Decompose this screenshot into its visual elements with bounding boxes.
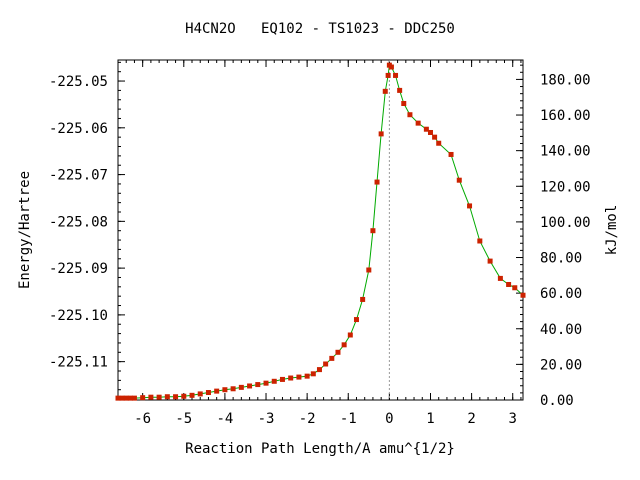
data-point	[374, 179, 380, 185]
chart-title: H4CN2O EQ102 - TS1023 - DDC250	[185, 21, 455, 37]
x-tick-label: 0	[385, 411, 393, 427]
data-point	[366, 267, 372, 273]
plot-frame	[117, 59, 524, 401]
data-point	[173, 394, 179, 400]
data-point	[370, 228, 376, 234]
data-point	[423, 126, 429, 132]
y-right-tick-label: 80.00	[540, 251, 582, 267]
data-point	[388, 64, 394, 70]
data-point	[304, 373, 310, 379]
data-point	[347, 332, 353, 338]
y-left-tick-label: -225.08	[49, 214, 108, 230]
data-point	[247, 383, 253, 389]
data-point	[378, 131, 384, 137]
data-point	[189, 392, 195, 398]
data-point	[427, 129, 433, 135]
data-point	[360, 296, 366, 302]
data-point	[123, 395, 129, 401]
y-right-tick-label: 100.00	[540, 215, 591, 231]
x-tick-label: -5	[175, 411, 192, 427]
data-point	[115, 395, 121, 401]
x-tick-label: -1	[340, 411, 357, 427]
data-point	[506, 281, 512, 287]
data-point	[238, 384, 244, 390]
y-axis-label-right: kJ/mol	[604, 205, 620, 256]
data-point	[393, 72, 399, 78]
data-point	[467, 203, 473, 209]
data-point	[415, 120, 421, 126]
y-left-tick-label: -225.11	[49, 355, 108, 371]
data-point	[131, 395, 137, 401]
data-point	[448, 151, 454, 157]
data-point	[335, 349, 341, 355]
data-point	[156, 394, 162, 400]
data-point	[456, 177, 462, 183]
x-tick-label: 3	[509, 411, 517, 427]
data-point	[205, 390, 211, 396]
data-point	[353, 317, 359, 323]
y-left-tick-label: -225.07	[49, 168, 108, 184]
data-point	[520, 292, 526, 298]
y-left-tick-label: -225.05	[49, 74, 108, 90]
y-left-tick-label: -225.10	[49, 308, 108, 324]
data-point	[148, 394, 154, 400]
data-point	[512, 285, 518, 291]
data-point	[487, 258, 493, 264]
y-left-tick-label: -225.09	[49, 261, 108, 277]
data-point	[401, 100, 407, 106]
data-point	[255, 382, 261, 388]
y-right-tick-label: 120.00	[540, 179, 591, 195]
y-right-tick-label: 0.00	[540, 393, 574, 409]
data-point	[316, 367, 322, 373]
data-point	[310, 371, 316, 377]
x-tick-label: -2	[299, 411, 316, 427]
data-point	[140, 395, 146, 401]
data-point	[181, 393, 187, 399]
x-tick-label: -4	[216, 411, 233, 427]
y-right-tick-label: 40.00	[540, 322, 582, 338]
data-point	[329, 355, 335, 361]
data-point	[222, 387, 228, 393]
data-point	[197, 391, 203, 397]
y-left-tick-label: -225.06	[49, 121, 108, 137]
data-point	[279, 376, 285, 382]
y-right-tick-label: 140.00	[540, 144, 591, 160]
y-right-tick-label: 180.00	[540, 72, 591, 88]
chart-marks: -6 -5 -4 -3 -2 -1 0 1 2 3 -225.05 -225.06 -225.07 -22…	[49, 60, 591, 427]
data-point	[436, 140, 442, 146]
x-tick-label: 1	[426, 411, 434, 427]
data-point	[127, 395, 133, 401]
x-axis-label: Reaction Path Length/A amu^{1/2}	[185, 441, 455, 457]
x-tick-label: -3	[258, 411, 275, 427]
data-point	[230, 386, 236, 392]
y-right-tick-label: 60.00	[540, 286, 582, 302]
data-point	[263, 380, 269, 386]
data-point	[477, 238, 483, 244]
data-point	[382, 88, 388, 94]
y-axis-label-left: Energy/Hartree	[17, 171, 33, 289]
data-point	[296, 374, 302, 380]
data-point	[214, 388, 220, 394]
data-point	[497, 275, 503, 281]
x-tick-label: -6	[134, 411, 151, 427]
x-tick-label: 2	[467, 411, 475, 427]
energy-line	[118, 64, 524, 399]
y-right-tick-label: 20.00	[540, 357, 582, 373]
data-point	[288, 375, 294, 381]
data-point	[385, 72, 391, 78]
y-right-tick-label: 160.00	[540, 108, 591, 124]
data-point	[164, 394, 170, 400]
data-point	[323, 361, 329, 367]
data-point	[407, 112, 413, 118]
data-point	[119, 395, 125, 401]
data-point	[397, 87, 403, 93]
data-point	[341, 342, 347, 348]
data-point	[271, 378, 277, 384]
data-point	[432, 134, 438, 140]
